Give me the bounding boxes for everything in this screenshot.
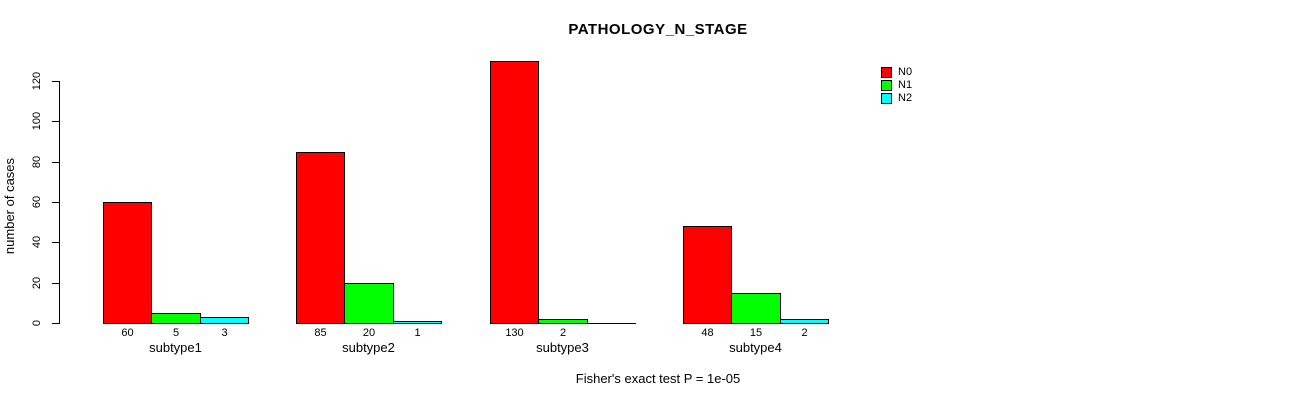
y-tick-label: 0 xyxy=(31,319,43,327)
bar-value-label: 85 xyxy=(314,327,327,339)
legend: N0 N1 N2 xyxy=(881,66,912,105)
bar-N2-subtype4 xyxy=(780,319,829,324)
legend-item-N1: N1 xyxy=(881,79,912,92)
bar-N2-subtype2 xyxy=(393,321,442,324)
y-tick-label: 80 xyxy=(31,155,43,169)
y-tick-mark xyxy=(52,121,59,122)
bar-value-label: 20 xyxy=(362,327,376,339)
legend-label: N0 xyxy=(898,66,913,78)
bar-value-label: 48 xyxy=(701,327,714,339)
bar-value-label: 3 xyxy=(221,327,228,339)
y-axis-label: number of cases xyxy=(2,157,17,255)
bar-value-label: 130 xyxy=(505,327,524,339)
y-tick-label: 40 xyxy=(31,235,43,249)
legend-swatch-N1 xyxy=(881,80,892,91)
y-tick-label: 20 xyxy=(31,276,43,290)
y-tick-label: 100 xyxy=(31,111,43,131)
bar-value-label: 1 xyxy=(414,327,421,339)
bar-value-label xyxy=(587,327,636,339)
bar-value-label: 5 xyxy=(172,327,180,339)
legend-swatch-N0 xyxy=(881,67,892,78)
y-tick-mark xyxy=(52,162,59,163)
legend-item-N2: N2 xyxy=(881,92,912,105)
y-tick-mark xyxy=(52,242,59,243)
bar-N1-subtype4 xyxy=(731,293,781,324)
legend-swatch-N2 xyxy=(881,93,892,104)
y-tick-mark xyxy=(52,323,59,324)
x-category-label-subtype4: subtype4 xyxy=(729,340,782,355)
bar-N1-subtype2 xyxy=(344,283,394,324)
x-category-label-subtype2: subtype2 xyxy=(342,340,395,355)
legend-label: N2 xyxy=(898,92,913,104)
bar-N0-subtype1 xyxy=(103,202,152,324)
y-tick-label: 120 xyxy=(31,71,43,91)
bar-value-label: 60 xyxy=(121,327,134,339)
bar-N0-subtype3 xyxy=(490,61,539,324)
x-category-label-subtype1: subtype1 xyxy=(149,340,202,355)
y-tick-mark xyxy=(52,283,59,284)
bar-N1-subtype3 xyxy=(538,319,588,324)
bar-value-label: 15 xyxy=(749,327,763,339)
y-axis-line xyxy=(59,81,60,324)
bar-value-label: 2 xyxy=(801,327,808,339)
y-tick-mark xyxy=(52,202,59,203)
x-category-label-subtype3: subtype3 xyxy=(536,340,589,355)
chart-title: PATHOLOGY_N_STAGE xyxy=(568,21,748,38)
y-tick-mark xyxy=(52,81,59,82)
bar-value-label: 2 xyxy=(559,327,567,339)
footnote-text: Fisher's exact test P = 1e-05 xyxy=(575,371,741,386)
bar-N0-subtype2 xyxy=(296,152,345,324)
bar-N2-subtype3 xyxy=(587,323,636,324)
bar-N0-subtype4 xyxy=(683,226,732,324)
y-tick-label: 60 xyxy=(31,195,43,209)
bar-N2-subtype1 xyxy=(200,317,249,324)
bar-N1-subtype1 xyxy=(151,313,201,324)
legend-item-N0: N0 xyxy=(881,66,912,79)
legend-label: N1 xyxy=(898,79,913,91)
